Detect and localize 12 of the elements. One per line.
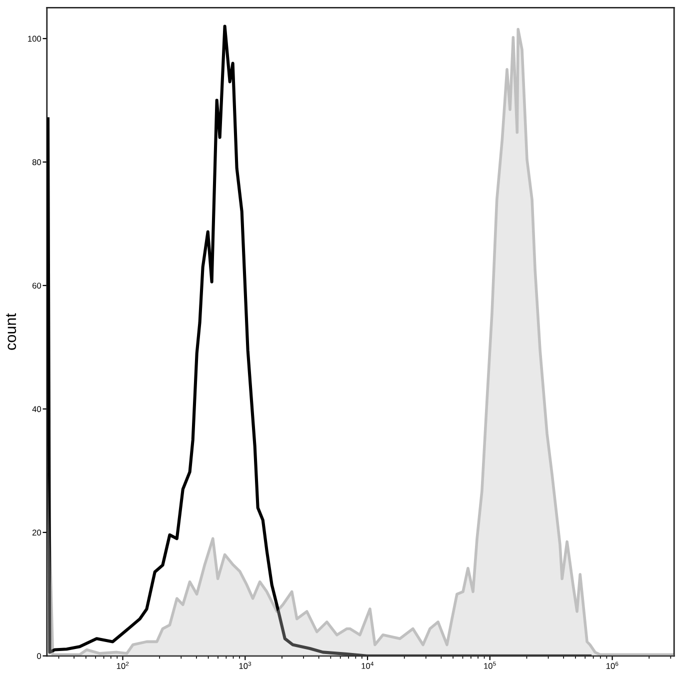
x-tick-label: 10$^{6}$: [606, 662, 618, 669]
x-tick-label: 10$^{5}$: [484, 662, 496, 669]
y-axis-title: count: [6, 313, 16, 350]
x-tick-label: 10$^{4}$: [362, 662, 374, 669]
x-tick-label: 10$^{3}$: [239, 662, 252, 669]
y-tick-label: 20: [32, 530, 42, 536]
y-tick-label: 60: [32, 282, 42, 289]
y-tick-label: 80: [32, 159, 42, 166]
y-tick-label: 0: [37, 653, 42, 659]
y-tick-label: 40: [32, 406, 42, 412]
x-tick-label: 10$^{2}$: [116, 662, 129, 669]
y-tick-label: 100: [28, 36, 42, 42]
